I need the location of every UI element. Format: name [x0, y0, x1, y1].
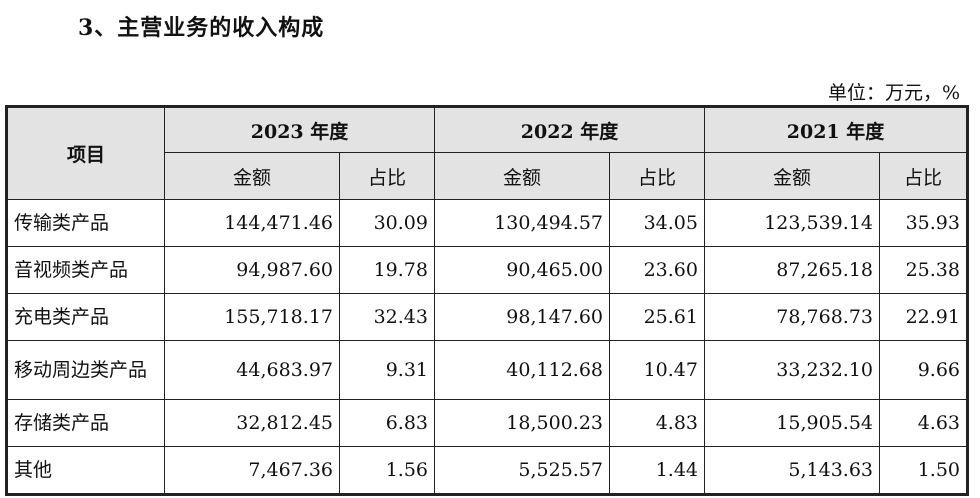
- header-row-metrics: 金额 占比 金额 占比 金额 占比: [7, 152, 968, 200]
- share-header: 占比: [609, 152, 705, 200]
- amount-cell: 98,147.60: [434, 293, 610, 341]
- share-cell: 30.09: [339, 199, 435, 247]
- year-header: 2023 年度: [164, 106, 435, 153]
- share-cell: 9.66: [879, 340, 968, 400]
- amount-cell: 78,768.73: [704, 293, 880, 341]
- share-cell: 1.50: [879, 446, 968, 495]
- amount-header: 金额: [164, 152, 340, 200]
- amount-cell: 5,143.63: [704, 446, 880, 495]
- share-header: 占比: [879, 152, 968, 200]
- amount-cell: 123,539.14: [704, 199, 880, 247]
- amount-cell: 155,718.17: [164, 293, 340, 341]
- amount-cell: 87,265.18: [704, 246, 880, 294]
- share-header: 占比: [339, 152, 435, 200]
- share-cell: 34.05: [609, 199, 705, 247]
- amount-cell: 130,494.57: [434, 199, 610, 247]
- amount-cell: 144,471.46: [164, 199, 340, 247]
- row-label: 充电类产品: [6, 293, 165, 341]
- share-cell: 1.44: [609, 446, 705, 495]
- row-label: 移动周边类产品: [6, 340, 165, 400]
- row-label: 传输类产品: [6, 199, 165, 247]
- share-cell: 1.56: [339, 446, 435, 495]
- amount-header: 金额: [434, 152, 610, 200]
- share-cell: 9.31: [339, 340, 435, 400]
- share-cell: 10.47: [609, 340, 705, 400]
- year-header: 2021 年度: [704, 106, 968, 153]
- amount-cell: 33,232.10: [704, 340, 880, 400]
- revenue-composition-table: 项目 2023 年度 2022 年度 2021 年度 金额 占比 金额 占比 金…: [5, 105, 969, 496]
- table-row: 存储类产品 32,812.45 6.83 18,500.23 4.83 15,905.54…: [6, 399, 968, 447]
- section-heading: 3、主营业务的收入构成: [78, 15, 325, 41]
- row-label: 存储类产品: [6, 399, 165, 447]
- amount-cell: 5,525.57: [434, 446, 610, 495]
- amount-cell: 94,987.60: [164, 246, 340, 294]
- amount-cell: 44,683.97: [164, 340, 340, 400]
- share-cell: 23.60: [609, 246, 705, 294]
- table-body: 传输类产品 144,471.46 30.09 130,494.57 34.05 123,5…: [6, 199, 968, 495]
- year-header: 2022 年度: [434, 106, 705, 153]
- amount-header: 金额: [704, 152, 880, 200]
- amount-cell: 90,465.00: [434, 246, 610, 294]
- share-cell: 32.43: [339, 293, 435, 341]
- table-row: 移动周边类产品 44,683.97 9.31 40,112.68 10.47 33,232…: [6, 340, 968, 400]
- row-label: 其他: [6, 446, 165, 495]
- table-row: 传输类产品 144,471.46 30.09 130,494.57 34.05 123,5…: [6, 199, 968, 247]
- unit-note: 单位：万元，%: [827, 82, 960, 104]
- share-cell: 25.38: [879, 246, 968, 294]
- share-cell: 22.91: [879, 293, 968, 341]
- item-header: 项目: [6, 106, 165, 200]
- share-cell: 25.61: [609, 293, 705, 341]
- share-cell: 6.83: [339, 399, 435, 447]
- amount-cell: 40,112.68: [434, 340, 610, 400]
- amount-cell: 18,500.23: [434, 399, 610, 447]
- header-row-years: 项目 2023 年度 2022 年度 2021 年度: [6, 106, 968, 200]
- share-cell: 4.63: [879, 399, 968, 447]
- amount-cell: 32,812.45: [164, 399, 340, 447]
- amount-cell: 7,467.36: [164, 446, 340, 495]
- table-row: 充电类产品 155,718.17 32.43 98,147.60 25.61 78,768…: [6, 293, 968, 341]
- share-cell: 4.83: [609, 399, 705, 447]
- share-cell: 35.93: [879, 199, 968, 247]
- table-row: 其他 7,467.36 1.56 5,525.57 1.44 5,143.63 1.50: [6, 446, 968, 495]
- row-label: 音视频类产品: [6, 246, 165, 294]
- amount-cell: 15,905.54: [704, 399, 880, 447]
- share-cell: 19.78: [339, 246, 435, 294]
- table-row: 音视频类产品 94,987.60 19.78 90,465.00 23.60 87,265…: [6, 246, 968, 294]
